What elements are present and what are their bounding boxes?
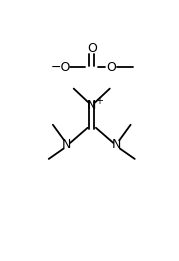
Text: N: N bbox=[62, 138, 71, 151]
Text: N: N bbox=[87, 99, 96, 112]
Text: +: + bbox=[95, 96, 103, 106]
Text: −O: −O bbox=[51, 61, 71, 74]
Text: O: O bbox=[106, 61, 116, 74]
Text: N: N bbox=[112, 138, 121, 151]
Text: O: O bbox=[87, 42, 97, 55]
